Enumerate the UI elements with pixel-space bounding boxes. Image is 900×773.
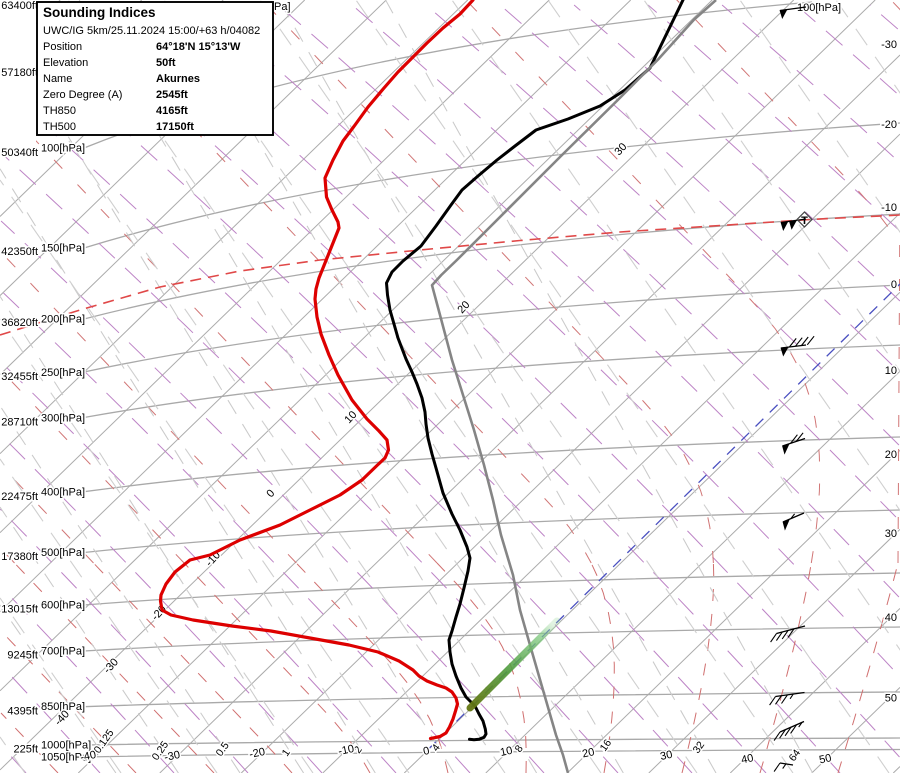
svg-text:100[hPa]: 100[hPa] <box>797 2 841 14</box>
svg-text:UWC/IG 5km/25.11.2024 15:00/+6: UWC/IG 5km/25.11.2024 15:00/+63 h/04082 <box>43 25 260 37</box>
svg-text:225ft: 225ft <box>14 744 38 756</box>
svg-text:1000[hPa]: 1000[hPa] <box>41 740 91 752</box>
svg-text:TH500: TH500 <box>43 121 76 133</box>
svg-text:-20: -20 <box>248 746 266 761</box>
svg-text:64°18'N 15°13'W: 64°18'N 15°13'W <box>156 41 241 53</box>
svg-text:30: 30 <box>885 528 897 540</box>
svg-text:1050[hPa]: 1050[hPa] <box>41 752 91 764</box>
svg-text:0: 0 <box>891 279 897 291</box>
svg-text:-10: -10 <box>337 743 355 758</box>
svg-text:40: 40 <box>740 752 754 766</box>
svg-text:100[hPa]: 100[hPa] <box>41 143 85 155</box>
svg-text:T: T <box>801 215 808 227</box>
svg-text:17380ft: 17380ft <box>1 551 38 563</box>
svg-text:32455ft: 32455ft <box>1 371 38 383</box>
svg-text:4395ft: 4395ft <box>7 706 38 718</box>
svg-text:-30: -30 <box>163 749 181 764</box>
svg-text:22475ft: 22475ft <box>1 491 38 503</box>
svg-text:700[hPa]: 700[hPa] <box>41 646 85 658</box>
svg-text:Akurnes: Akurnes <box>156 73 200 85</box>
svg-text:850[hPa]: 850[hPa] <box>41 701 85 713</box>
svg-text:20: 20 <box>885 449 897 461</box>
svg-text:-30: -30 <box>881 39 897 51</box>
svg-text:9245ft: 9245ft <box>7 650 38 662</box>
svg-text:300[hPa]: 300[hPa] <box>41 413 85 425</box>
svg-text:250[hPa]: 250[hPa] <box>41 367 85 379</box>
svg-text:50ft: 50ft <box>156 57 176 69</box>
svg-text:28710ft: 28710ft <box>1 417 38 429</box>
svg-text:20: 20 <box>581 746 595 760</box>
svg-text:63400ft: 63400ft <box>1 0 38 12</box>
svg-text:Sounding Indices: Sounding Indices <box>43 5 156 20</box>
svg-text:17150ft: 17150ft <box>156 121 194 133</box>
svg-text:400[hPa]: 400[hPa] <box>41 487 85 499</box>
svg-text:50: 50 <box>885 693 897 705</box>
svg-text:Zero Degree (A): Zero Degree (A) <box>43 89 122 101</box>
svg-text:10: 10 <box>885 365 897 377</box>
svg-text:200[hPa]: 200[hPa] <box>41 314 85 326</box>
svg-text:Elevation: Elevation <box>43 57 88 69</box>
svg-text:500[hPa]: 500[hPa] <box>41 547 85 559</box>
svg-text:2545ft: 2545ft <box>156 89 188 101</box>
svg-text:Position: Position <box>43 41 82 53</box>
svg-text:36820ft: 36820ft <box>1 317 38 329</box>
svg-text:57180ft: 57180ft <box>1 67 38 79</box>
svg-text:150[hPa]: 150[hPa] <box>41 243 85 255</box>
svg-text:-10: -10 <box>881 202 897 214</box>
svg-text:10: 10 <box>499 745 513 759</box>
svg-text:0: 0 <box>422 745 430 758</box>
svg-text:30: 30 <box>659 749 673 763</box>
svg-text:40: 40 <box>885 612 897 624</box>
svg-text:-40: -40 <box>79 749 97 764</box>
svg-text:4165ft: 4165ft <box>156 105 188 117</box>
svg-text:50340ft: 50340ft <box>1 147 38 159</box>
svg-text:-20: -20 <box>881 119 897 131</box>
svg-text:600[hPa]: 600[hPa] <box>41 600 85 612</box>
svg-text:50: 50 <box>818 752 832 766</box>
svg-text:13015ft: 13015ft <box>1 604 38 616</box>
svg-text:TH850: TH850 <box>43 105 76 117</box>
svg-text:Pa]: Pa] <box>274 1 291 13</box>
svg-text:Name: Name <box>43 73 72 85</box>
svg-text:42350ft: 42350ft <box>1 246 38 258</box>
